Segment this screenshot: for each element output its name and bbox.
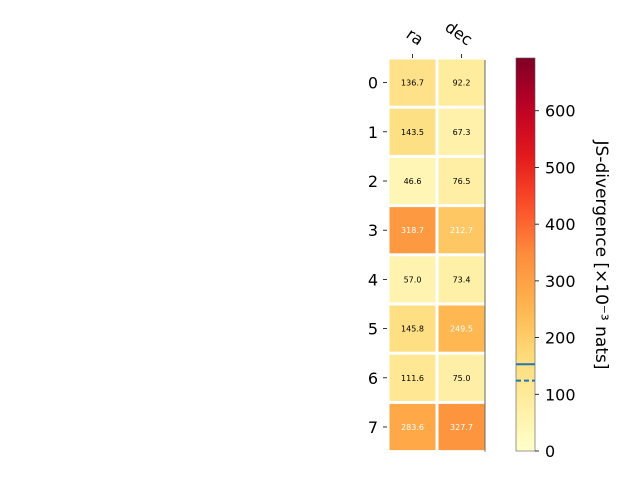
column-tick-label: dec: [442, 17, 476, 49]
colorbar-tick-label: 400: [545, 215, 576, 234]
cell-value-label: 57.0: [404, 275, 422, 284]
heatmap-cell: [438, 305, 485, 352]
heatmap-cell: [438, 354, 485, 401]
cell-value-label: 145.8: [401, 325, 424, 334]
cell-value-label: 318.7: [401, 226, 424, 235]
heatmap-cell: [438, 403, 485, 451]
heatmap-cell: [389, 157, 436, 205]
colorbar-tick-label: 600: [545, 102, 576, 121]
row-tick-label: 0: [368, 74, 378, 93]
colorbar-tick-label: 200: [545, 329, 576, 348]
cell-value-label: 143.5: [401, 128, 424, 137]
heatmap-cell: [438, 207, 485, 254]
cell-value-label: 46.6: [404, 177, 422, 186]
colorbar-tick-label: 500: [545, 158, 576, 177]
heatmap-cell: [389, 59, 436, 106]
colorbar-tick-label: 100: [545, 385, 576, 404]
cell-value-label: 249.5: [450, 325, 473, 334]
heatmap-cell: [389, 256, 436, 303]
heatmap-cell: [438, 157, 485, 205]
cell-value-label: 67.3: [453, 128, 471, 137]
cell-value-label: 75.0: [453, 374, 471, 383]
cell-value-label: 212.7: [450, 226, 473, 235]
colorbar-gradient: [515, 57, 536, 452]
heatmap-cell: [438, 59, 485, 106]
heatmap-cell: [438, 256, 485, 303]
colorbar-tick-label: 300: [545, 272, 576, 291]
cell-value-label: 136.7: [401, 79, 424, 88]
row-tick-labels: 0 1 2 3 4 5 6 7: [368, 74, 387, 437]
cell-value-label: 73.4: [453, 275, 471, 284]
cell-value-label: 327.7: [450, 423, 473, 432]
heatmap-cell: [389, 305, 436, 352]
column-tick-label: ra: [403, 24, 427, 49]
colorbar-label: JS-divergence [×10⁻³ nats]: [591, 140, 611, 370]
cell-value-label: 283.6: [401, 423, 424, 432]
row-tick-label: 6: [368, 369, 378, 388]
row-tick-label: 1: [368, 123, 378, 142]
heatmap-cell: [389, 354, 436, 401]
heatmap-cell: [389, 108, 436, 155]
column-tick-labels: ra dec: [403, 17, 476, 58]
row-tick-label: 7: [368, 418, 378, 437]
row-tick-label: 2: [368, 172, 378, 191]
heatmap-cell: [438, 108, 485, 155]
cell-value-label: 76.5: [453, 177, 471, 186]
heatmap-cell: [389, 207, 436, 254]
heatmap-cells: 136.7 92.2 143.5 67.3 46.6 76.5 318.7 212.7 57.0…: [389, 59, 486, 452]
row-tick-label: 4: [368, 270, 378, 289]
heatmap-cell: [389, 403, 436, 451]
cell-value-label: 92.2: [453, 79, 471, 88]
colorbar-tick-label: 0: [545, 442, 555, 461]
row-tick-label: 3: [368, 221, 378, 240]
colorbar: 0 100 200 300 400 500 600: [515, 57, 576, 461]
row-tick-label: 5: [368, 320, 378, 339]
cell-value-label: 111.6: [401, 374, 424, 383]
